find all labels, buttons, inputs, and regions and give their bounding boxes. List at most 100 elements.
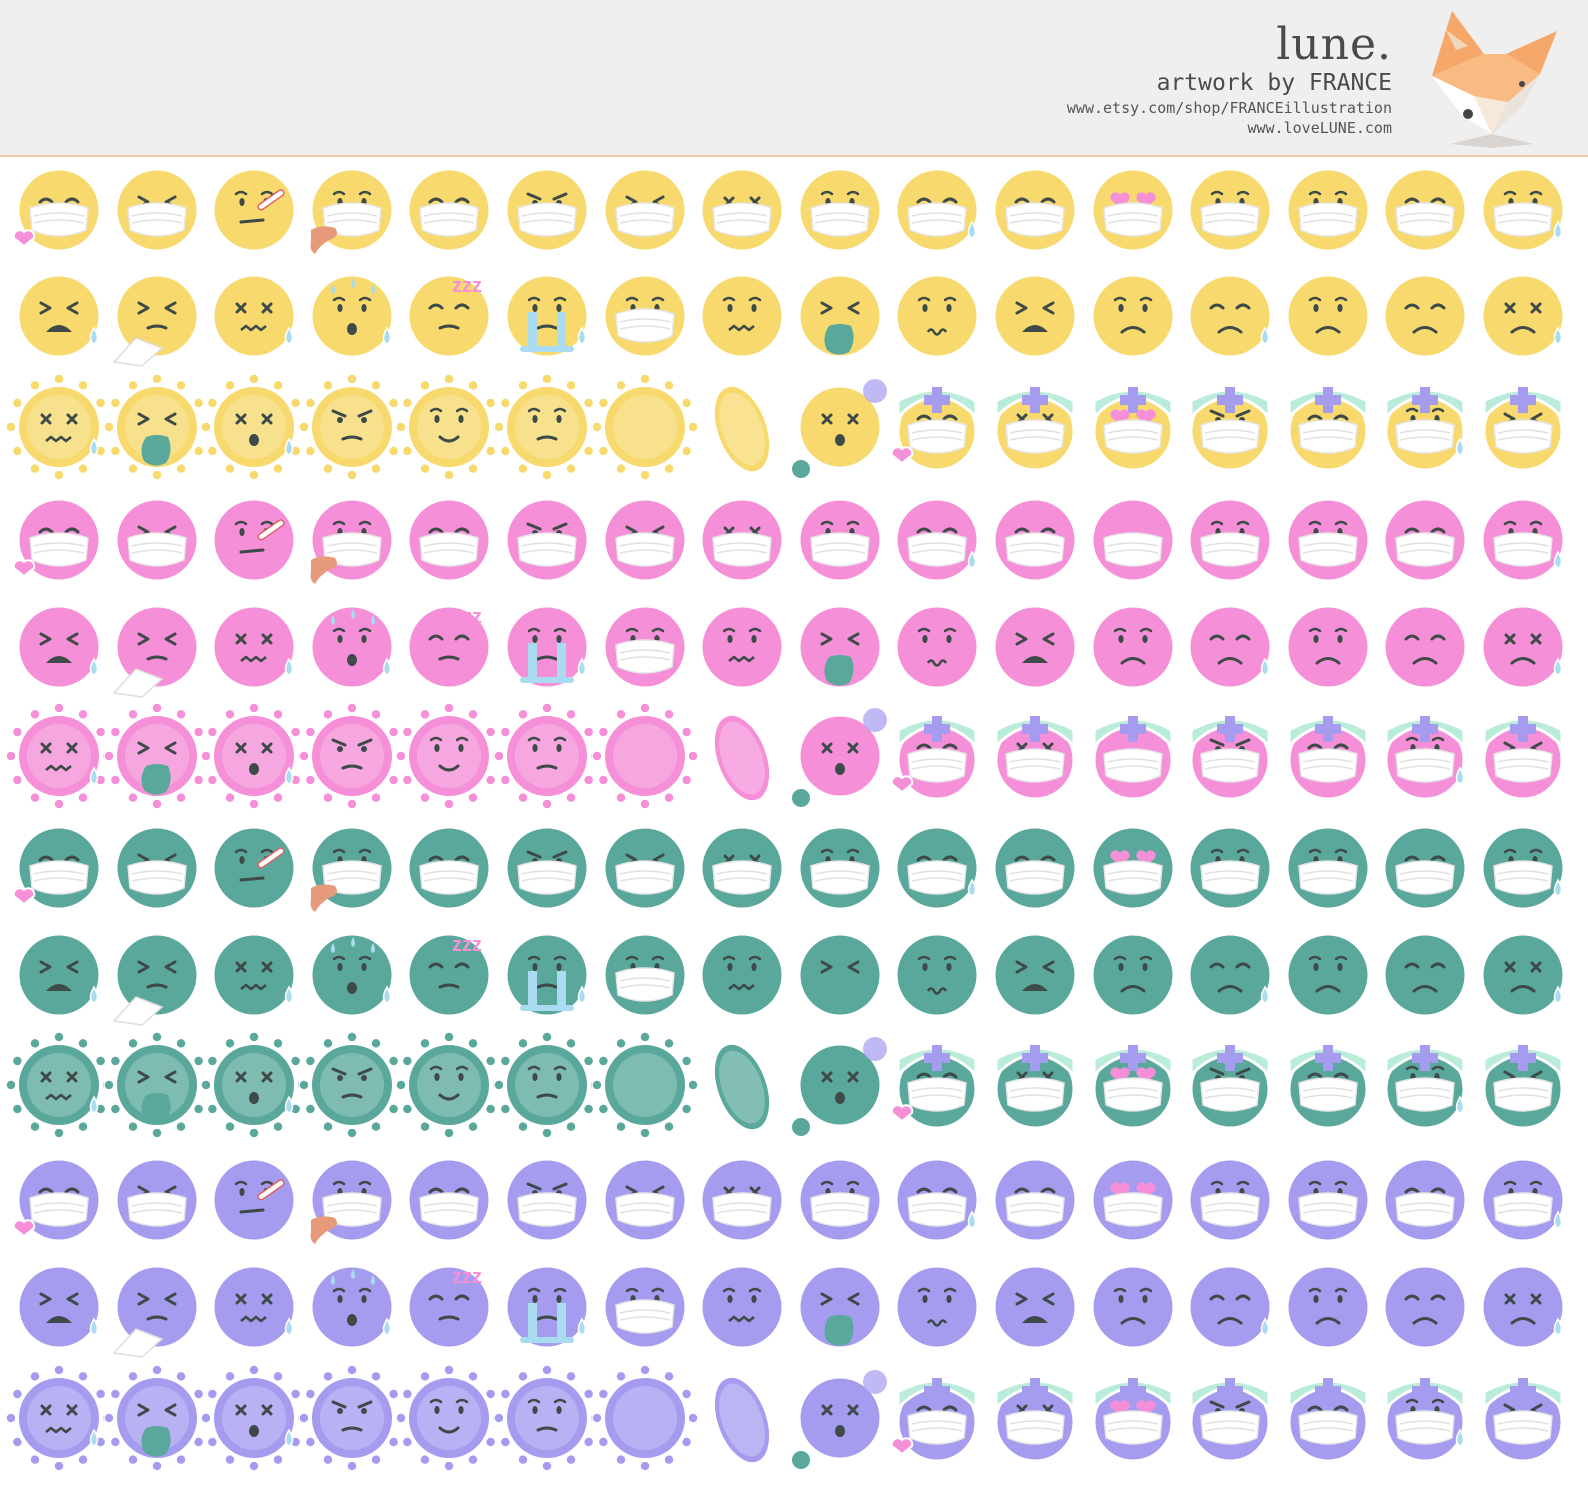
teal-laugh-mask-icon (108, 818, 206, 924)
virus-vomit-icon (102, 702, 211, 810)
heart-eyes-mask-icon (1088, 495, 1178, 585)
bubble-virus-icon (791, 708, 887, 807)
teal-sleeping-zzz-icon: zzz (400, 925, 498, 1031)
pink-virus-row (0, 702, 1588, 816)
virus-worried-icon (493, 373, 601, 481)
virus-vomit-icon (102, 1031, 211, 1139)
teal-nurse-calm-icon (1279, 1035, 1377, 1141)
teal-anguished-icon (986, 925, 1084, 1031)
yellow-nurse-calm-icon (1279, 377, 1377, 483)
crying-icon (14, 930, 104, 1020)
teal-bubble-virus-icon (791, 1035, 889, 1141)
nurse-calm-icon (1285, 1378, 1371, 1465)
vomit-icon (795, 1262, 885, 1352)
virus-dizzy-icon (5, 702, 113, 810)
nurse-love-icon (891, 1045, 980, 1132)
teal-tear-mask-icon (1474, 818, 1572, 924)
tear-sad-icon (1185, 602, 1275, 692)
nauseous-icon (697, 271, 787, 361)
yellow-germ-icon (693, 377, 791, 483)
pink-anguished-icon (986, 597, 1084, 703)
frown-icon (1088, 930, 1178, 1020)
teal-tears-icon (498, 925, 596, 1031)
sad-icon (1380, 1262, 1470, 1352)
website-link[interactable]: www.loveLUNE.com (1247, 119, 1393, 137)
neutral-mask-icon (1283, 823, 1373, 913)
laugh-mask-icon (112, 165, 202, 255)
yellow-tears-icon (498, 266, 596, 372)
content-mask-icon (1380, 165, 1470, 255)
yellow-sad-face-row: zzz (0, 264, 1588, 376)
teal-squint-mask-icon (596, 818, 694, 924)
pink-virus-vomit-icon (102, 702, 211, 812)
teal-virus-worried-icon (493, 1031, 601, 1141)
nurse-shocked-icon (992, 716, 1078, 803)
love-mask-icon (12, 1155, 104, 1245)
nurse-tear-icon (1382, 1045, 1468, 1132)
thermometer-icon (209, 495, 299, 585)
tears-icon (502, 602, 592, 692)
yellow-sad-icon (1376, 266, 1474, 372)
pink-wink-mask-icon (791, 490, 889, 596)
virus-plain-icon (590, 702, 699, 810)
yellow-virus-angry-icon (298, 373, 406, 483)
yellow-worried-mask-icon (1181, 160, 1279, 266)
dizzy-icon (209, 602, 299, 692)
yellow-virus-worried-icon (493, 373, 601, 483)
purple-tear-sad-icon (1181, 1257, 1279, 1363)
yellow-nurse-squint-icon (1474, 377, 1572, 483)
thermometer-icon (209, 1155, 299, 1245)
squint-mask-icon (600, 495, 690, 585)
pink-nurse-angry-icon (1181, 706, 1279, 812)
crying-icon (14, 1262, 104, 1352)
teal-shocked-mask-icon (693, 818, 791, 924)
purple-dizzy-icon (205, 1257, 303, 1363)
etsy-link[interactable]: www.etsy.com/shop/FRANCEillustration (1066, 99, 1392, 117)
sleeping-zzz-icon: zzz (404, 930, 494, 1020)
virus-plain-icon (590, 1031, 699, 1139)
pink-nurse-heart-eyes-icon (1084, 706, 1182, 812)
yellow-dizzy-icon (205, 266, 303, 372)
squint-mask-icon (600, 165, 690, 255)
purple-sleeping-zzz-icon: zzz (400, 1257, 498, 1363)
teal-virus-plain-icon (590, 1031, 699, 1141)
pink-worried-mask-icon (596, 597, 694, 703)
wink-mask-icon (795, 165, 885, 255)
purple-virus-dizzy-icon (5, 1364, 113, 1474)
nurse-tear-icon (1382, 1378, 1468, 1465)
purple-bubble-virus-icon (791, 1368, 889, 1474)
purple-wink-mask-icon (791, 1150, 889, 1256)
yellow-cry-mask-icon (888, 160, 986, 266)
pink-frown-icon (1084, 597, 1182, 703)
teal-dizzy-icon (205, 925, 303, 1031)
pink-thermometer-icon (205, 490, 303, 596)
shocked-mask-icon (697, 495, 787, 585)
purple-virus-row (0, 1364, 1588, 1478)
sweat-icon (307, 930, 397, 1020)
confused-icon (1283, 1262, 1373, 1352)
yellow-calm-mask-icon (400, 160, 498, 266)
heart-eyes-mask-icon (1088, 1155, 1178, 1245)
yellow-mask-face-row (0, 158, 1588, 270)
nurse-angry-icon (1187, 716, 1273, 803)
purple-tear-mask-icon (1474, 1150, 1572, 1256)
purple-hand-mask-icon (303, 1150, 401, 1256)
pink-angry-mask-icon (498, 490, 596, 596)
teal-nurse-love-icon (888, 1035, 986, 1141)
purple-nurse-squint-icon (1474, 1368, 1572, 1474)
purple-virus-worried-icon (493, 1364, 601, 1474)
virus-dead-icon (200, 373, 308, 481)
pink-crying-icon (10, 597, 108, 703)
teal-thermometer-icon (205, 818, 303, 924)
cry-mask-icon (892, 823, 982, 913)
purple-nurse-love-icon (888, 1368, 986, 1474)
nurse-heart-eyes-icon (1090, 1378, 1176, 1465)
sleepy-mask-icon (990, 823, 1080, 913)
yellow-virus-plain-icon (590, 373, 699, 483)
pink-tear-sad-icon (1181, 597, 1279, 703)
pink-dizzy-icon (205, 597, 303, 703)
teal-pout-icon (888, 925, 986, 1031)
virus-worried-icon (493, 1364, 601, 1472)
pink-vomit-icon (791, 597, 889, 703)
yellow-nurse-shocked-icon (986, 377, 1084, 483)
